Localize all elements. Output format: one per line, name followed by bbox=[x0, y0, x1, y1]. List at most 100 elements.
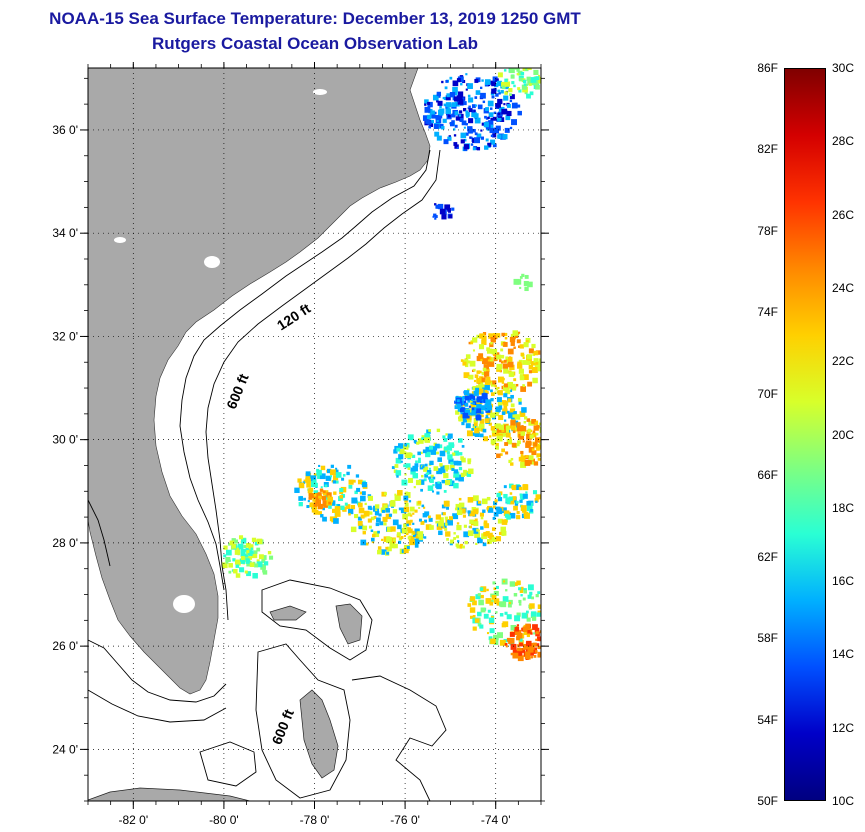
sst-pixel bbox=[485, 415, 489, 418]
sst-pixel bbox=[523, 280, 529, 287]
sst-pixel bbox=[357, 516, 362, 521]
sst-pixel bbox=[508, 371, 515, 377]
sst-pixel bbox=[494, 423, 499, 429]
sst-pixel bbox=[348, 513, 351, 516]
sst-pixel bbox=[374, 504, 380, 509]
sst-pixel bbox=[448, 516, 453, 521]
sst-pixel bbox=[456, 535, 460, 539]
sst-pixel bbox=[480, 607, 486, 613]
sst-pixel bbox=[370, 537, 375, 542]
sst-pixel bbox=[515, 383, 519, 387]
sst-pixel bbox=[458, 502, 465, 508]
sst-pixel bbox=[420, 520, 425, 525]
sst-pixel bbox=[421, 504, 425, 508]
sst-pixel bbox=[511, 442, 517, 448]
sst-pixel bbox=[413, 439, 417, 443]
sst-pixel bbox=[503, 485, 507, 489]
sst-pixel bbox=[489, 107, 493, 110]
sst-pixel bbox=[469, 510, 476, 517]
sst-pixel bbox=[468, 97, 474, 103]
sst-pixel bbox=[448, 458, 454, 464]
sst-pixel bbox=[248, 556, 253, 560]
colorbar-fahrenheit-label: 54F bbox=[757, 712, 778, 727]
sst-pixel bbox=[501, 360, 505, 364]
sst-pixel bbox=[490, 615, 494, 619]
sst-pixel bbox=[533, 358, 539, 363]
sst-pixel bbox=[503, 103, 506, 106]
sst-pixel bbox=[479, 333, 485, 339]
sst-pixel bbox=[491, 348, 498, 355]
sst-pixel bbox=[428, 125, 432, 129]
sst-pixel bbox=[536, 424, 540, 429]
sst-pixel bbox=[499, 117, 505, 122]
sst-pixel bbox=[328, 501, 332, 505]
sst-pixel bbox=[509, 68, 515, 72]
sst-pixel bbox=[479, 400, 483, 404]
sst-pixel bbox=[459, 117, 464, 122]
sst-pixel bbox=[520, 352, 525, 357]
sst-pixel bbox=[241, 538, 247, 544]
sst-pixel bbox=[243, 544, 247, 549]
sst-pixel bbox=[509, 425, 513, 429]
sst-pixel bbox=[236, 547, 239, 551]
sst-pixel bbox=[423, 506, 426, 509]
sst-pixel bbox=[453, 96, 460, 102]
colorbar-celsius-label: 12C bbox=[832, 720, 855, 735]
sst-pixel bbox=[424, 437, 431, 443]
sst-pixel bbox=[385, 513, 392, 520]
sst-pixel bbox=[472, 615, 476, 618]
graticule bbox=[88, 68, 541, 801]
sst-pixel bbox=[508, 483, 514, 489]
sst-pixel bbox=[454, 507, 458, 511]
sst-pixel bbox=[463, 531, 470, 538]
sst-pixel bbox=[480, 594, 484, 599]
sst-pixel bbox=[502, 621, 509, 628]
sst-pixel bbox=[519, 589, 524, 593]
sst-pixel bbox=[326, 468, 332, 474]
sst-pixel bbox=[476, 396, 483, 403]
contour-bahamas-bank bbox=[255, 643, 351, 799]
sst-pixel bbox=[407, 467, 411, 470]
sst-pixel bbox=[527, 68, 532, 70]
sst-pixel bbox=[316, 496, 320, 500]
sst-pixel bbox=[477, 537, 483, 544]
sst-pixel bbox=[458, 475, 464, 482]
sst-pixel bbox=[342, 474, 346, 477]
sst-pixel bbox=[454, 111, 459, 116]
sst-pixel bbox=[509, 437, 512, 440]
sst-pixel bbox=[521, 84, 527, 90]
sst-pixel bbox=[314, 496, 318, 499]
sst-pixel bbox=[481, 79, 484, 82]
sst-pixel bbox=[516, 426, 523, 432]
sst-pixel bbox=[526, 505, 533, 512]
sst-pixel bbox=[267, 550, 272, 555]
sst-pixel bbox=[525, 649, 528, 652]
sst-pixel bbox=[470, 363, 474, 366]
sst-pixel bbox=[497, 506, 501, 510]
sst-pixel bbox=[453, 460, 459, 466]
sst-pixel bbox=[472, 349, 476, 352]
sst-pixel bbox=[504, 81, 511, 87]
sst-pixel bbox=[506, 637, 511, 642]
sst-pixel bbox=[509, 94, 515, 100]
sst-pixel bbox=[526, 354, 532, 360]
sst-pixel bbox=[376, 517, 381, 523]
sst-pixel bbox=[467, 510, 471, 514]
contour-gulf bbox=[88, 639, 227, 703]
sst-pixel bbox=[531, 448, 535, 452]
sst-pixel bbox=[542, 451, 548, 457]
sst-pixel bbox=[509, 93, 512, 97]
sst-pixel bbox=[483, 436, 489, 442]
sst-pixel bbox=[497, 386, 500, 390]
sst-pixel bbox=[322, 516, 327, 522]
sst-pixel bbox=[400, 450, 404, 454]
sst-pixel bbox=[510, 624, 517, 631]
sst-pixel bbox=[427, 485, 434, 491]
sst-pixel bbox=[355, 474, 360, 478]
sst-pixel bbox=[457, 76, 464, 83]
sst-pixel bbox=[530, 361, 536, 366]
sst-pixel bbox=[507, 410, 510, 414]
sst-pixel bbox=[528, 446, 535, 453]
lon-tick-label: -78 0' bbox=[300, 813, 330, 827]
sst-pixel bbox=[505, 432, 511, 438]
